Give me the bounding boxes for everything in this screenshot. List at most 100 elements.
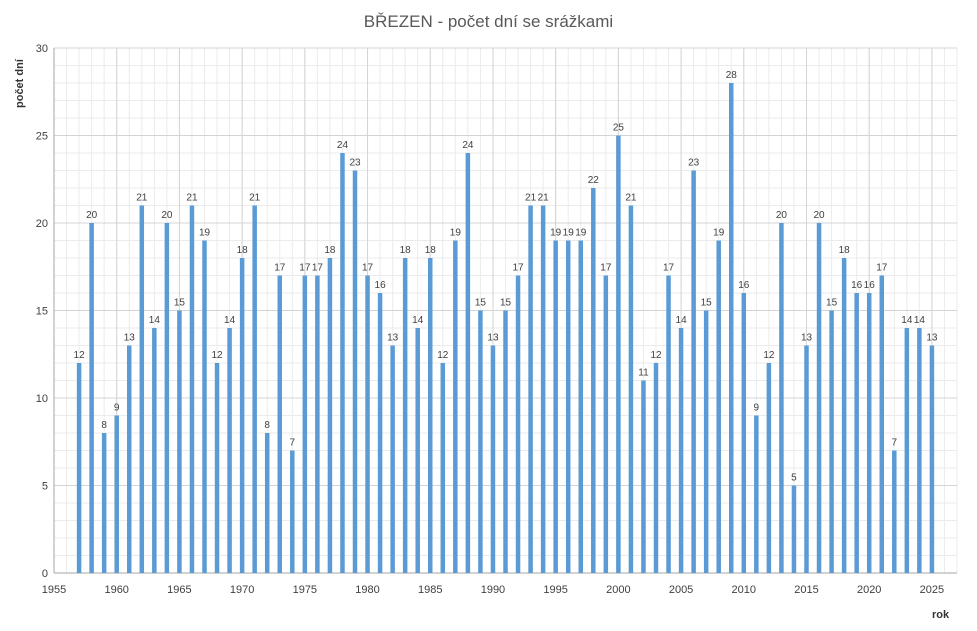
data-label: 15 [826, 298, 838, 309]
bar [440, 363, 446, 573]
data-label: 17 [663, 263, 675, 274]
data-label: 5 [791, 473, 797, 484]
data-label: 19 [450, 228, 462, 239]
data-label: 14 [914, 315, 926, 326]
data-label: 12 [437, 350, 449, 361]
bar [252, 205, 257, 573]
x-tick-label: 2010 [732, 584, 756, 596]
x-tick-label: 2005 [669, 584, 693, 596]
bar [779, 223, 784, 573]
bar [478, 310, 483, 573]
data-label: 20 [813, 210, 825, 221]
y-tick-label: 5 [42, 481, 48, 493]
bar [766, 363, 772, 573]
data-label: 23 [688, 158, 700, 169]
data-label: 18 [237, 245, 249, 256]
data-label: 19 [550, 228, 562, 239]
bar [239, 258, 245, 573]
data-label: 22 [588, 175, 600, 186]
bar [666, 275, 671, 573]
data-label: 14 [224, 315, 236, 326]
bar [892, 450, 897, 573]
bar [603, 275, 609, 573]
data-label: 14 [149, 315, 161, 326]
x-tick-label: 1970 [230, 584, 254, 596]
bar [76, 363, 82, 573]
bar [879, 275, 884, 573]
bar [302, 275, 308, 573]
bar [214, 363, 220, 573]
bar [703, 310, 709, 573]
data-label: 13 [926, 333, 938, 344]
bar [202, 240, 207, 573]
bar [114, 415, 119, 573]
data-label: 17 [876, 263, 888, 274]
data-label: 13 [124, 333, 136, 344]
data-label: 20 [86, 210, 98, 221]
data-label: 20 [776, 210, 788, 221]
data-label: 15 [174, 298, 186, 309]
bar [904, 328, 910, 573]
bar [641, 380, 646, 573]
x-tick-label: 1975 [293, 584, 317, 596]
data-label: 24 [462, 140, 474, 151]
data-label: 19 [575, 228, 587, 239]
bar [540, 205, 546, 573]
data-label: 16 [864, 280, 876, 291]
bar [917, 328, 922, 573]
x-tick-label: 1995 [543, 584, 567, 596]
bar [428, 258, 433, 573]
data-label: 18 [324, 245, 336, 256]
data-label: 16 [738, 280, 750, 291]
y-tick-label: 30 [36, 43, 48, 55]
data-label: 15 [701, 298, 713, 309]
bar [729, 83, 734, 573]
y-tick-label: 25 [36, 131, 48, 143]
data-label: 15 [475, 298, 487, 309]
data-label: 11 [638, 368, 649, 379]
bar [390, 345, 395, 573]
y-tick-label: 15 [36, 306, 48, 318]
data-label: 18 [400, 245, 412, 256]
data-label: 14 [676, 315, 688, 326]
bar [528, 205, 533, 573]
bar [340, 153, 345, 573]
bar [177, 310, 182, 573]
data-label: 8 [101, 420, 107, 431]
bar [453, 240, 458, 573]
bar [866, 293, 872, 573]
bar [553, 240, 558, 573]
chart-title: BŘEZEN - počet dní se srážkami [363, 12, 614, 31]
bar [816, 223, 822, 573]
bar [515, 275, 521, 573]
x-tick-label: 1990 [481, 584, 505, 596]
bar [691, 170, 696, 573]
x-tick-label: 2015 [794, 584, 818, 596]
data-label: 19 [713, 228, 725, 239]
data-label: 21 [525, 193, 537, 204]
data-label: 24 [337, 140, 349, 151]
bar [352, 170, 358, 573]
bar [716, 240, 721, 573]
bar [152, 328, 157, 573]
bar [678, 328, 684, 573]
x-tick-label: 1960 [104, 584, 128, 596]
bar [741, 293, 747, 573]
data-label: 17 [312, 263, 324, 274]
bar [89, 223, 94, 573]
data-label: 19 [199, 228, 211, 239]
data-label: 14 [901, 315, 913, 326]
bar [290, 450, 295, 573]
data-label: 21 [136, 193, 148, 204]
data-label: 12 [211, 350, 223, 361]
y-tick-label: 0 [42, 568, 48, 580]
bar [465, 153, 471, 573]
data-label: 17 [362, 263, 374, 274]
data-label: 17 [274, 263, 286, 274]
data-label: 13 [487, 333, 499, 344]
bar [754, 415, 759, 573]
bar [264, 433, 270, 573]
bar [227, 328, 232, 573]
bar [327, 258, 333, 573]
